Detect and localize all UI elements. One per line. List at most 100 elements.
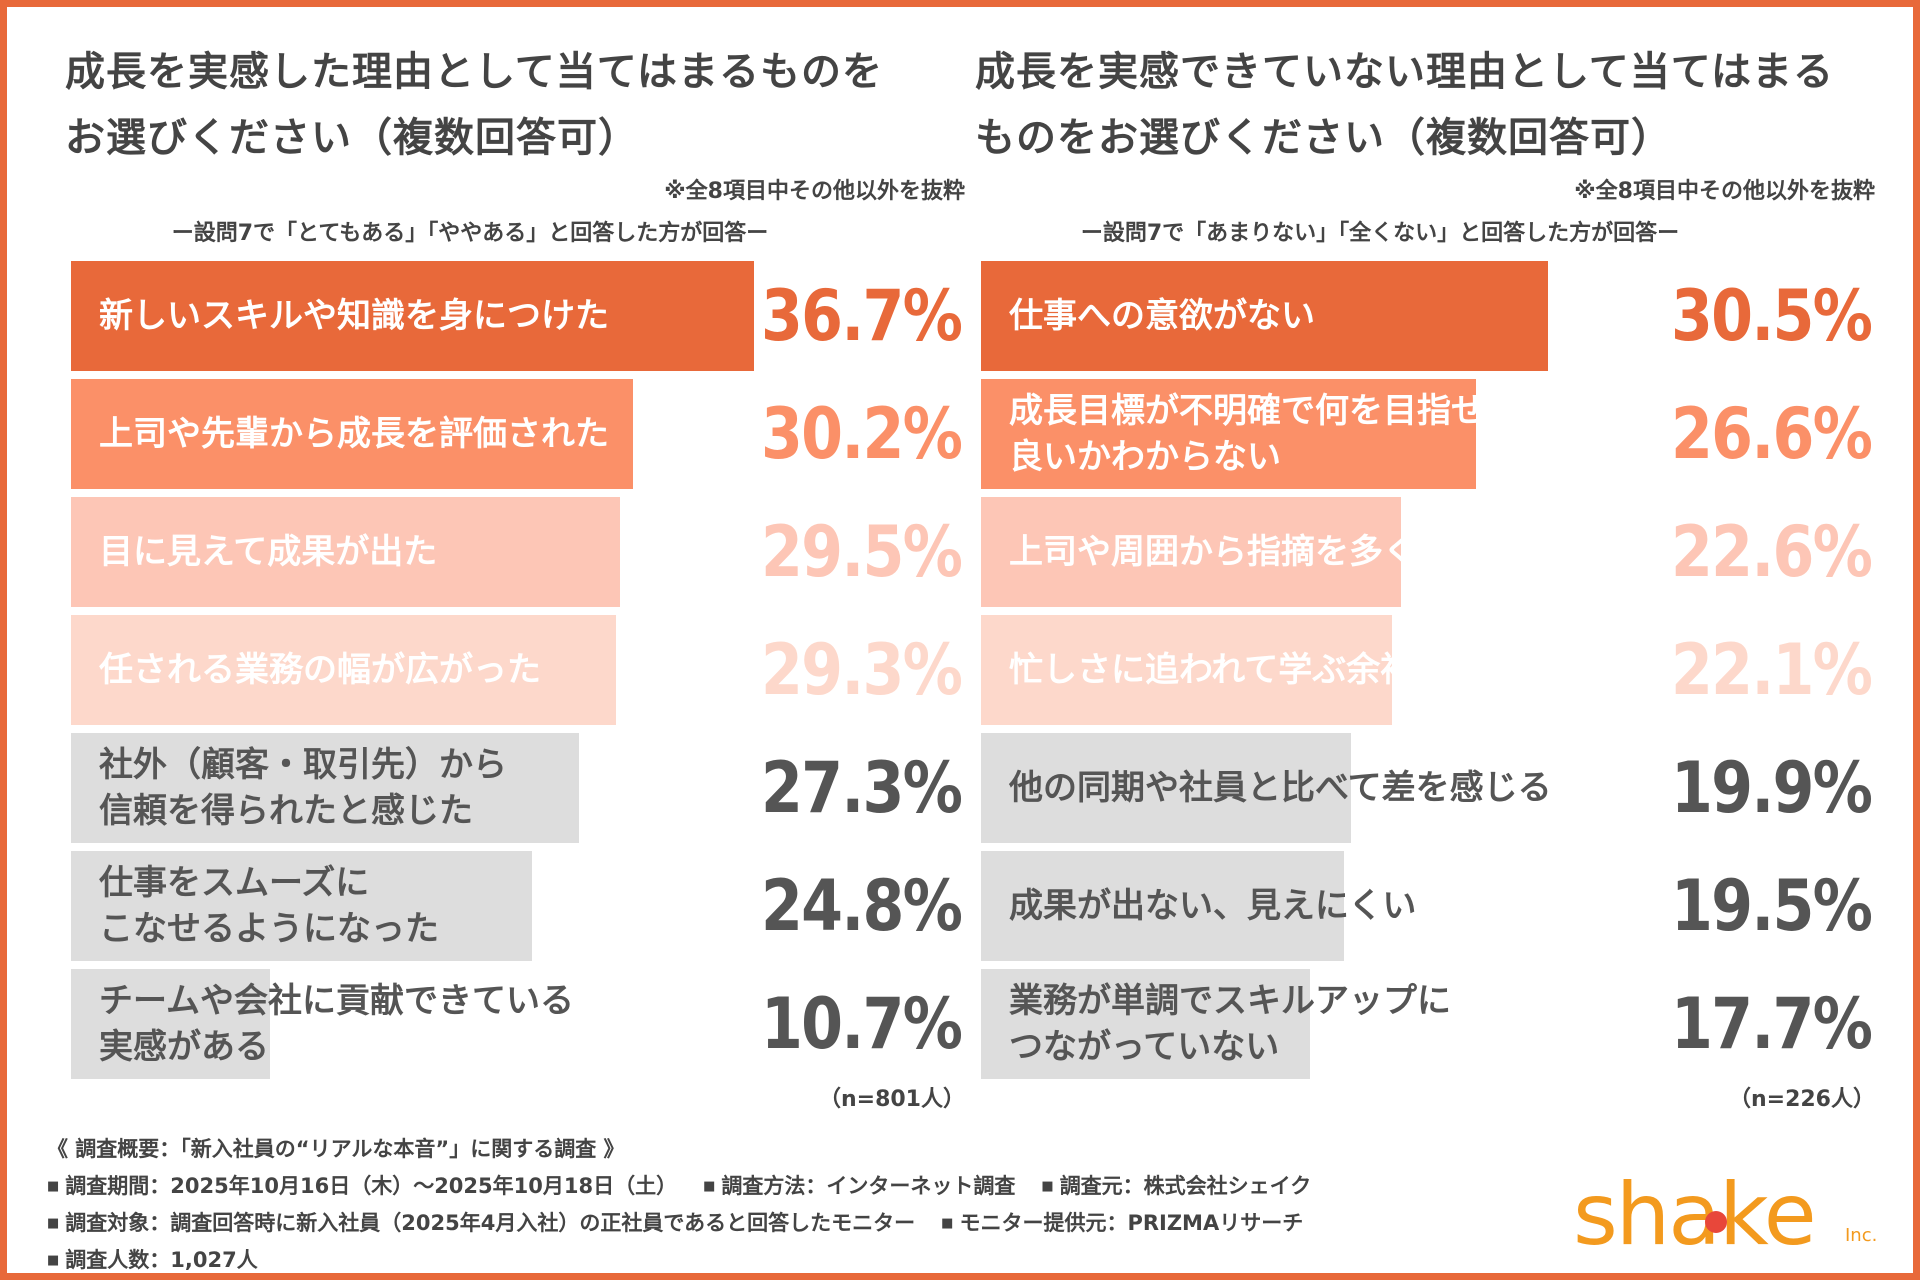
bar xyxy=(71,851,532,961)
chart-title: 成長を実感できていない理由として当てはまる ものをお選びください（複数回答可） xyxy=(975,39,1875,171)
bar-category-label-line: 他の同期や社員と比べて差を感じる xyxy=(1009,768,1552,808)
shake-logo: shake Inc. xyxy=(1573,1165,1903,1265)
bar xyxy=(981,969,1310,1079)
bar-category-label: 目に見えて成果が出た xyxy=(99,497,859,607)
bar-value-label: 29.5% xyxy=(761,511,963,593)
logo-dot-icon xyxy=(1705,1211,1727,1233)
bar-category-label-line: こなせるようになった xyxy=(99,909,439,949)
chart-note: ※全8項目中その他以外を抜粋 xyxy=(664,179,965,204)
chart-title-line: 成長を実感した理由として当てはまるものを xyxy=(65,49,883,95)
survey-overview: 《 調査概要：「新入社員の“リアルな本音”」に関する調査 》 調査期間：2025… xyxy=(47,1131,1547,1279)
bar xyxy=(71,969,270,1079)
bar-row: 仕事への意欲がない 30.5% xyxy=(981,261,1873,371)
bar-row: 任される業務の幅が広がった 29.3% xyxy=(71,615,963,725)
bar-category-label: 仕事をスムーズにこなせるようになった xyxy=(99,851,859,961)
bar-value-label: 22.6% xyxy=(1671,511,1873,593)
bar-category-label: 新しいスキルや知識を身につけた xyxy=(99,261,859,371)
bar-category-label-line: 忙しさに追われて学ぶ余裕がない xyxy=(1009,650,1517,690)
bar-row: チームや会社に貢献できている 実感がある 10.7% xyxy=(71,969,963,1079)
bar-row: 新しいスキルや知識を身につけた 36.7% xyxy=(71,261,963,371)
survey-item: 調査方法：インターネット調査 xyxy=(703,1168,1015,1205)
bar-category-label: 上司や周囲から指摘を多くもらう xyxy=(1009,497,1769,607)
survey-row: 調査対象：調査回答時に新入社員（2025年4月入社）の正社員であると回答したモニ… xyxy=(47,1205,1547,1242)
bar-row: 業務が単調でスキルアップに つながっていない 17.7% xyxy=(981,969,1873,1079)
survey-row: 調査人数：1,027人 xyxy=(47,1242,1547,1279)
bar-category-label: 成長目標が不明確で何を目指せば 良いかわからない xyxy=(1009,379,1769,489)
survey-row: 調査期間：2025年10月16日（木）～2025年10月18日（土） 調査方法：イ… xyxy=(47,1168,1547,1205)
chart-title-line: お選びください（複数回答可） xyxy=(65,115,639,161)
bar-category-label: 任される業務の幅が広がった xyxy=(99,615,859,725)
bar-chart: 新しいスキルや知識を身につけた 36.7% 上司や先輩から成長を評価された 30.2%… xyxy=(65,261,965,1085)
bar-value-label: 30.5% xyxy=(1671,275,1873,357)
bar-value-label: 24.8% xyxy=(761,865,963,947)
survey-item: 調査元：株式会社シェイク xyxy=(1041,1168,1312,1205)
bar-category-label: 上司や先輩から成長を評価された xyxy=(99,379,859,489)
bar-category-label: 社外（顧客・取引先）から 信頼を得られたと感じた xyxy=(99,733,859,843)
bar-row: 仕事をスムーズに こなせるようになった 24.8% xyxy=(71,851,963,961)
bar-category-label-line: 実感がある xyxy=(99,1027,269,1067)
bar-value-label: 10.7% xyxy=(761,983,963,1065)
bar-value-label: 17.7% xyxy=(1671,983,1873,1065)
chart-subtitle: ー設問7で「あまりない」「全くない」と回答した方が回答ー xyxy=(1080,221,1680,246)
sample-size-label: （n=801人） xyxy=(818,1087,965,1112)
bar-value-label: 19.5% xyxy=(1671,865,1873,947)
bar-category-label: 業務が単調でスキルアップに つながっていない xyxy=(1009,969,1769,1079)
bar-category-label-line: 任される業務の幅が広がった xyxy=(99,650,541,690)
bar-value-label: 26.6% xyxy=(1671,393,1873,475)
bar xyxy=(981,497,1401,607)
chart-title-line: 成長を実感できていない理由として当てはまる xyxy=(975,49,1834,95)
logo-wordmark: shake xyxy=(1573,1165,1817,1265)
bar-category-label-line: 成果が出ない、見えにくい xyxy=(1009,886,1417,926)
bar-category-label: 忙しさに追われて学ぶ余裕がない xyxy=(1009,615,1769,725)
chart-title: 成長を実感した理由として当てはまるものを お選びください（複数回答可） xyxy=(65,39,965,171)
bar-category-label-line: 成長目標が不明確で何を目指せば xyxy=(1009,391,1519,431)
bar xyxy=(71,379,633,489)
bar-category-label: 成果が出ない、見えにくい xyxy=(1009,851,1769,961)
bar-value-label: 29.3% xyxy=(761,629,963,711)
bar-row: 成果が出ない、見えにくい 19.5% xyxy=(981,851,1873,961)
logo-suffix: Inc. xyxy=(1845,1225,1878,1246)
bar-category-label-line: 仕事への意欲がない xyxy=(1009,296,1315,336)
bar xyxy=(981,851,1344,961)
chart-panel-left: 成長を実感した理由として当てはまるものを お選びください（複数回答可） ※全8項… xyxy=(65,7,965,1117)
bar-category-label-line: 社外（顧客・取引先）から xyxy=(99,745,507,785)
bar xyxy=(71,615,616,725)
bar-row: 忙しさに追われて学ぶ余裕がない 22.1% xyxy=(981,615,1873,725)
survey-item: 調査人数：1,027人 xyxy=(47,1242,257,1279)
bar-category-label-line: チームや会社に貢献できている xyxy=(99,981,574,1021)
chart-title-line: ものをお選びください（複数回答可） xyxy=(975,115,1672,161)
bar-category-label: 仕事への意欲がない xyxy=(1009,261,1769,371)
survey-heading: 《 調査概要：「新入社員の“リアルな本音”」に関する調査 》 xyxy=(47,1137,625,1161)
bar-category-label-line: 仕事をスムーズに xyxy=(99,863,370,903)
bar xyxy=(71,733,579,843)
bar-category-label-line: 良いかわからない xyxy=(1009,437,1281,477)
survey-item: 調査対象：調査回答時に新入社員（2025年4月入社）の正社員であると回答したモニ… xyxy=(47,1205,915,1242)
bar-category-label-line: 目に見えて成果が出た xyxy=(99,532,438,572)
chart-subtitle: ー設問7で「とてもある」「ややある」と回答した方が回答ー xyxy=(171,221,769,246)
bar-row: 社外（顧客・取引先）から 信頼を得られたと感じた 27.3% xyxy=(71,733,963,843)
chart-panel-right: 成長を実感できていない理由として当てはまる ものをお選びください（複数回答可） … xyxy=(975,7,1875,1117)
bar-chart: 仕事への意欲がない 30.5% 成長目標が不明確で何を目指せば 良いかわからない 26.… xyxy=(975,261,1875,1085)
bar xyxy=(71,261,754,371)
bar xyxy=(981,733,1351,843)
bar-row: 目に見えて成果が出た 29.5% xyxy=(71,497,963,607)
bar-value-label: 19.9% xyxy=(1671,747,1873,829)
survey-item: 調査期間：2025年10月16日（木）～2025年10月18日（土） xyxy=(47,1168,677,1205)
bar-row: 上司や周囲から指摘を多くもらう 22.6% xyxy=(981,497,1873,607)
bar-category-label: 他の同期や社員と比べて差を感じる xyxy=(1009,733,1769,843)
bar-category-label: チームや会社に貢献できている 実感がある xyxy=(99,969,859,1079)
bar-value-label: 27.3% xyxy=(761,747,963,829)
bar-row: 成長目標が不明確で何を目指せば 良いかわからない 26.6% xyxy=(981,379,1873,489)
bar-value-label: 30.2% xyxy=(761,393,963,475)
bar xyxy=(981,615,1392,725)
bar-value-label: 22.1% xyxy=(1671,629,1873,711)
bar xyxy=(71,497,620,607)
bar-category-label-line: 上司や先輩から成長を評価された xyxy=(99,414,609,454)
bar-row: 他の同期や社員と比べて差を感じる 19.9% xyxy=(981,733,1873,843)
survey-item: モニター提供元：PRIZMAリサーチ xyxy=(941,1205,1303,1242)
bar-category-label-line: 業務が単調でスキルアップに xyxy=(1009,981,1451,1021)
bar xyxy=(981,379,1476,489)
bar-category-label-line: 上司や周囲から指摘を多くもらう xyxy=(1009,532,1519,572)
sample-size-label: （n=226人） xyxy=(1728,1087,1875,1112)
